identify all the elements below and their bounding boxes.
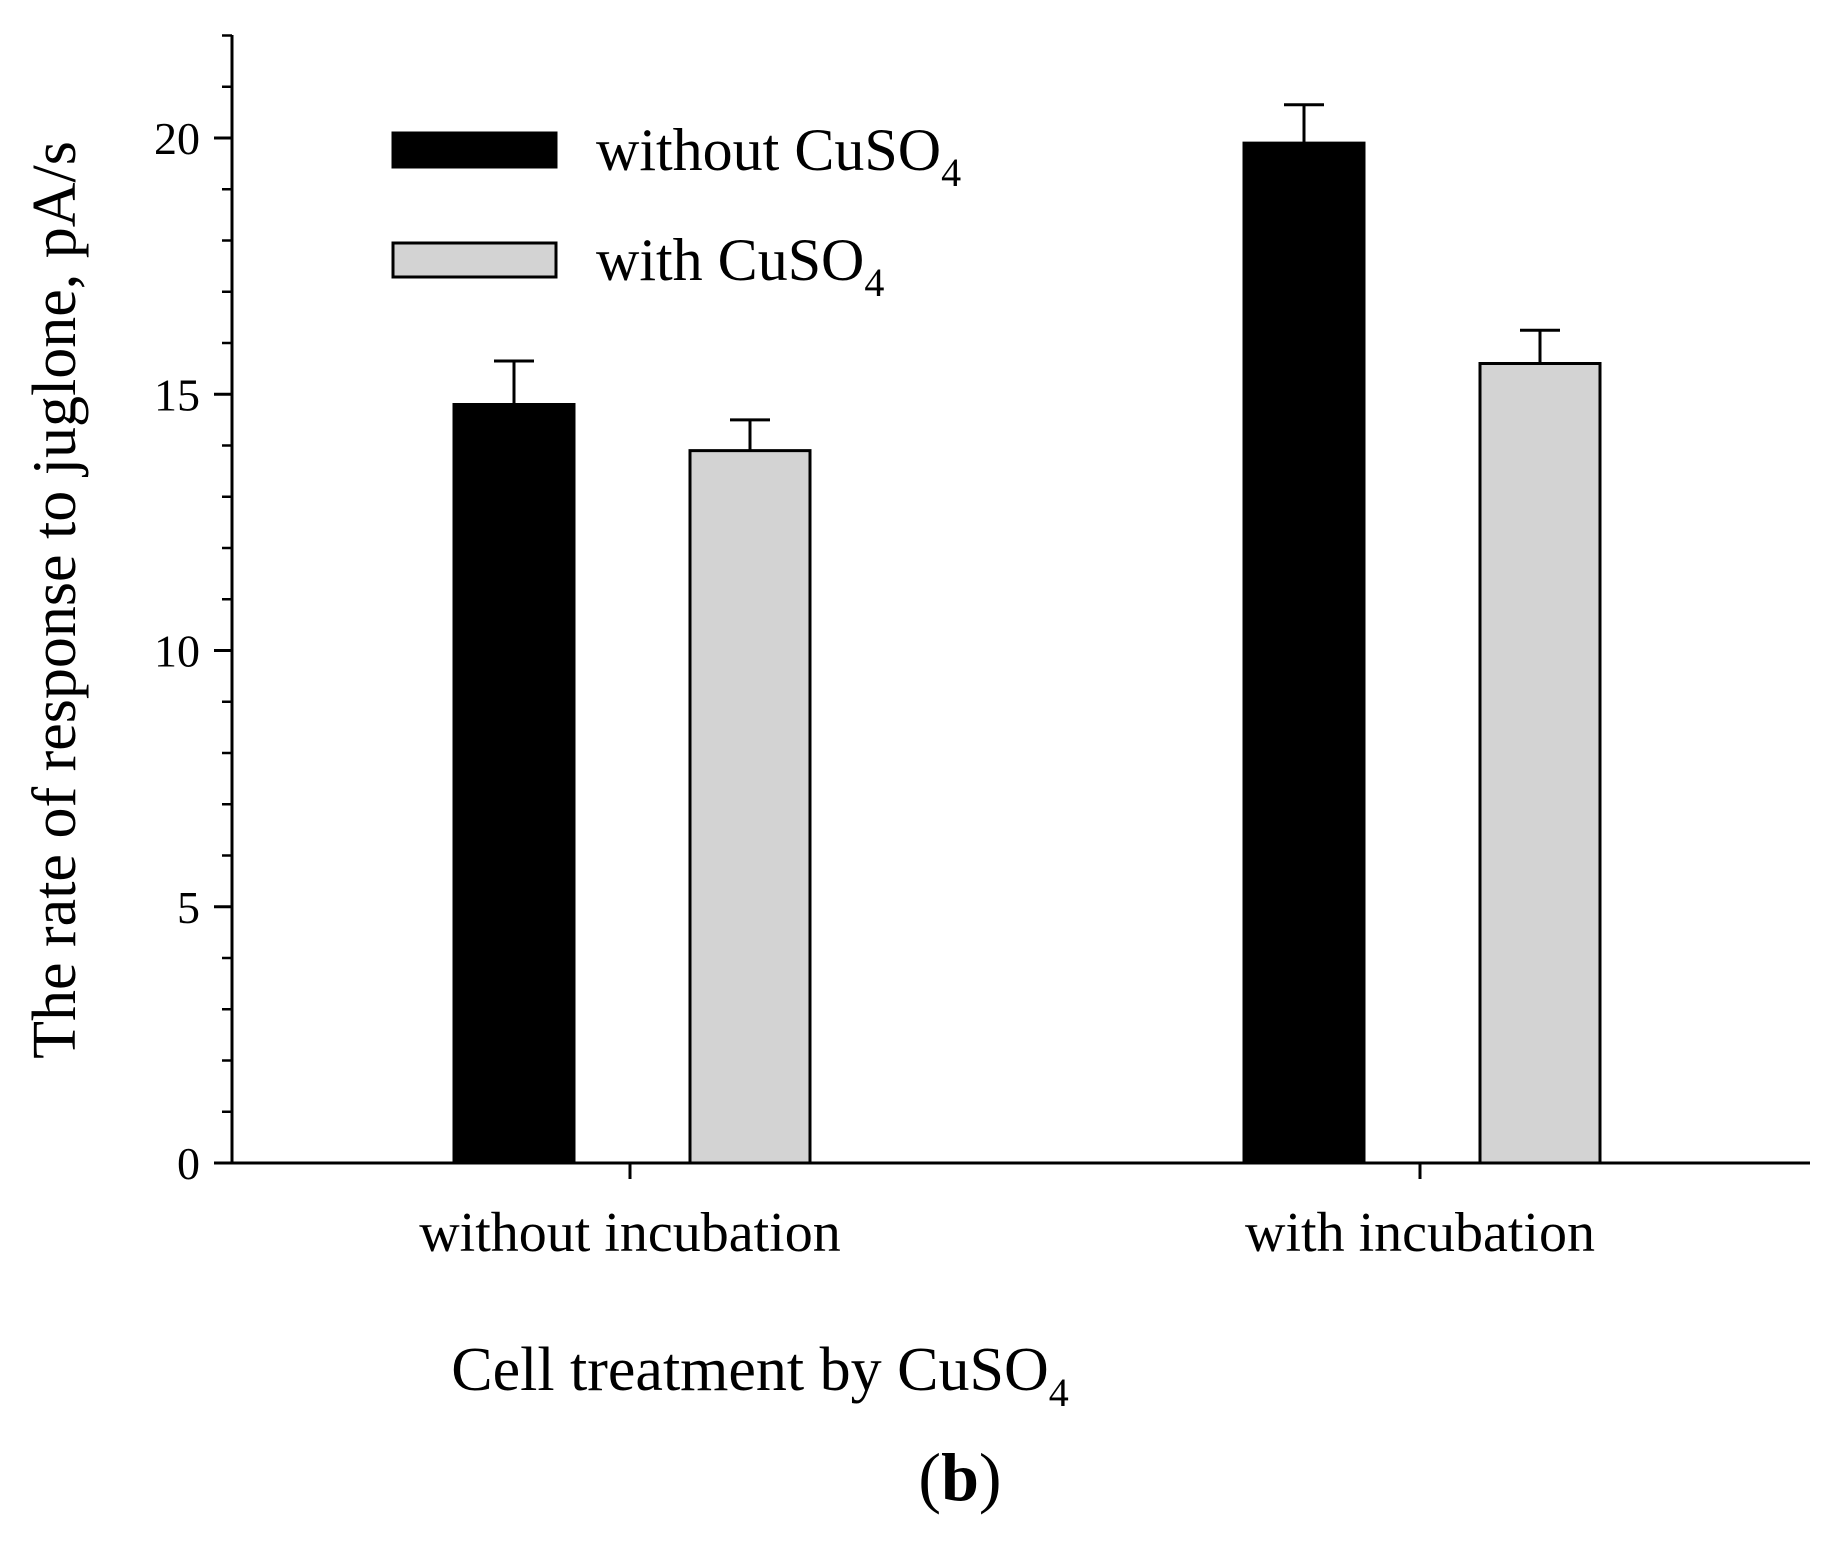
- axes: 0 5 10 15 20 without incubation with incubatio…: [154, 34, 1810, 1264]
- x-axis-title: Cell treatment by CuSO4: [451, 1336, 1069, 1415]
- x-axis-title-text: Cell treatment by CuSO: [451, 1336, 1049, 1404]
- x-tick-label: with incubation: [1245, 1202, 1595, 1264]
- y-axis-title: The rate of response to juglone, pA/s: [21, 141, 89, 1059]
- legend-label: without CuSO4: [596, 117, 961, 195]
- legend: without CuSO4 with CuSO4: [391, 117, 961, 305]
- bar: [452, 403, 576, 1165]
- x-tick-label: without incubation: [419, 1202, 841, 1264]
- bar: [1478, 362, 1602, 1165]
- x-axis-title-subscript: 4: [1049, 1370, 1069, 1415]
- bar: [688, 449, 812, 1165]
- legend-label: with CuSO4: [596, 227, 884, 305]
- bars: [452, 103, 1602, 1165]
- legend-swatch: [391, 131, 558, 169]
- y-tick-label: 15: [154, 369, 200, 420]
- y-tick-label: 0: [177, 1138, 200, 1189]
- panel-label: (b): [918, 1439, 1001, 1515]
- y-tick-label: 5: [177, 882, 200, 933]
- legend-swatch: [391, 241, 558, 279]
- bar: [1242, 141, 1366, 1165]
- y-tick-label: 10: [154, 626, 200, 677]
- y-tick-label: 20: [154, 113, 200, 164]
